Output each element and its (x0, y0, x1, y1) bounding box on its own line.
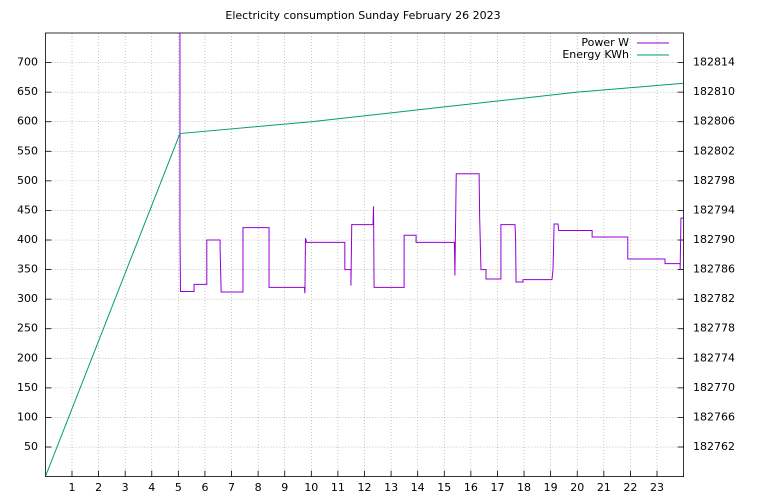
y-tick-label: 400 (17, 233, 38, 246)
x-tick-label: 16 (464, 481, 478, 494)
y-tick-label: 200 (17, 351, 38, 364)
y2-tick-label: 182802 (693, 144, 735, 157)
y-tick-label: 700 (17, 56, 38, 69)
legend-label: Energy KWh (562, 48, 629, 61)
y-tick-label: 50 (24, 440, 38, 453)
y2-tick-label: 182810 (693, 85, 735, 98)
y2-tick-label: 182770 (693, 381, 735, 394)
x-tick-label: 14 (411, 481, 425, 494)
y2-tick-label: 182774 (693, 351, 735, 364)
x-tick-label: 7 (228, 481, 235, 494)
x-tick-label: 21 (597, 481, 611, 494)
y-tick-label: 300 (17, 292, 38, 305)
y-tick-label: 600 (17, 115, 38, 128)
x-tick-label: 6 (201, 481, 208, 494)
x-tick-label: 9 (281, 481, 288, 494)
y-tick-label: 100 (17, 410, 38, 423)
x-tick-label: 3 (122, 481, 129, 494)
y2-tick-label: 182798 (693, 174, 735, 187)
x-tick-label: 20 (570, 481, 584, 494)
chart-title: Electricity consumption Sunday February … (225, 9, 500, 22)
y2-tick-label: 182794 (693, 203, 735, 216)
x-tick-label: 2 (95, 481, 102, 494)
x-tick-label: 12 (358, 481, 372, 494)
x-tick-label: 5 (175, 481, 182, 494)
y-tick-label: 250 (17, 322, 38, 335)
y2-tick-label: 182766 (693, 410, 735, 423)
x-tick-label: 11 (331, 481, 345, 494)
y-tick-label: 500 (17, 174, 38, 187)
x-tick-label: 23 (650, 481, 664, 494)
y-tick-label: 350 (17, 263, 38, 276)
x-tick-label: 13 (384, 481, 398, 494)
x-tick-label: 22 (623, 481, 637, 494)
y2-tick-label: 182790 (693, 233, 735, 246)
plot-frame (45, 32, 685, 478)
x-tick-label: 10 (304, 481, 318, 494)
x-tick-label: 17 (490, 481, 504, 494)
x-tick-label: 1 (68, 481, 75, 494)
y2-tick-label: 182762 (693, 440, 735, 453)
y-tick-label: 450 (17, 203, 38, 216)
data-line (45, 82, 684, 477)
x-tick-label: 8 (255, 481, 262, 494)
y-tick-label: 150 (17, 381, 38, 394)
x-tick-label: 19 (544, 481, 558, 494)
y2-tick-label: 182806 (693, 115, 735, 128)
y-tick-label: 550 (17, 144, 38, 157)
x-tick-label: 4 (148, 481, 155, 494)
y2-tick-label: 182782 (693, 292, 735, 305)
x-tick-label: 18 (517, 481, 531, 494)
x-tick-label: 15 (437, 481, 451, 494)
y2-tick-label: 182778 (693, 322, 735, 335)
legend-label: Power W (581, 36, 629, 49)
data-line (179, 33, 684, 294)
y2-tick-label: 182786 (693, 263, 735, 276)
y-tick-label: 650 (17, 85, 38, 98)
y2-tick-label: 182814 (693, 56, 735, 69)
